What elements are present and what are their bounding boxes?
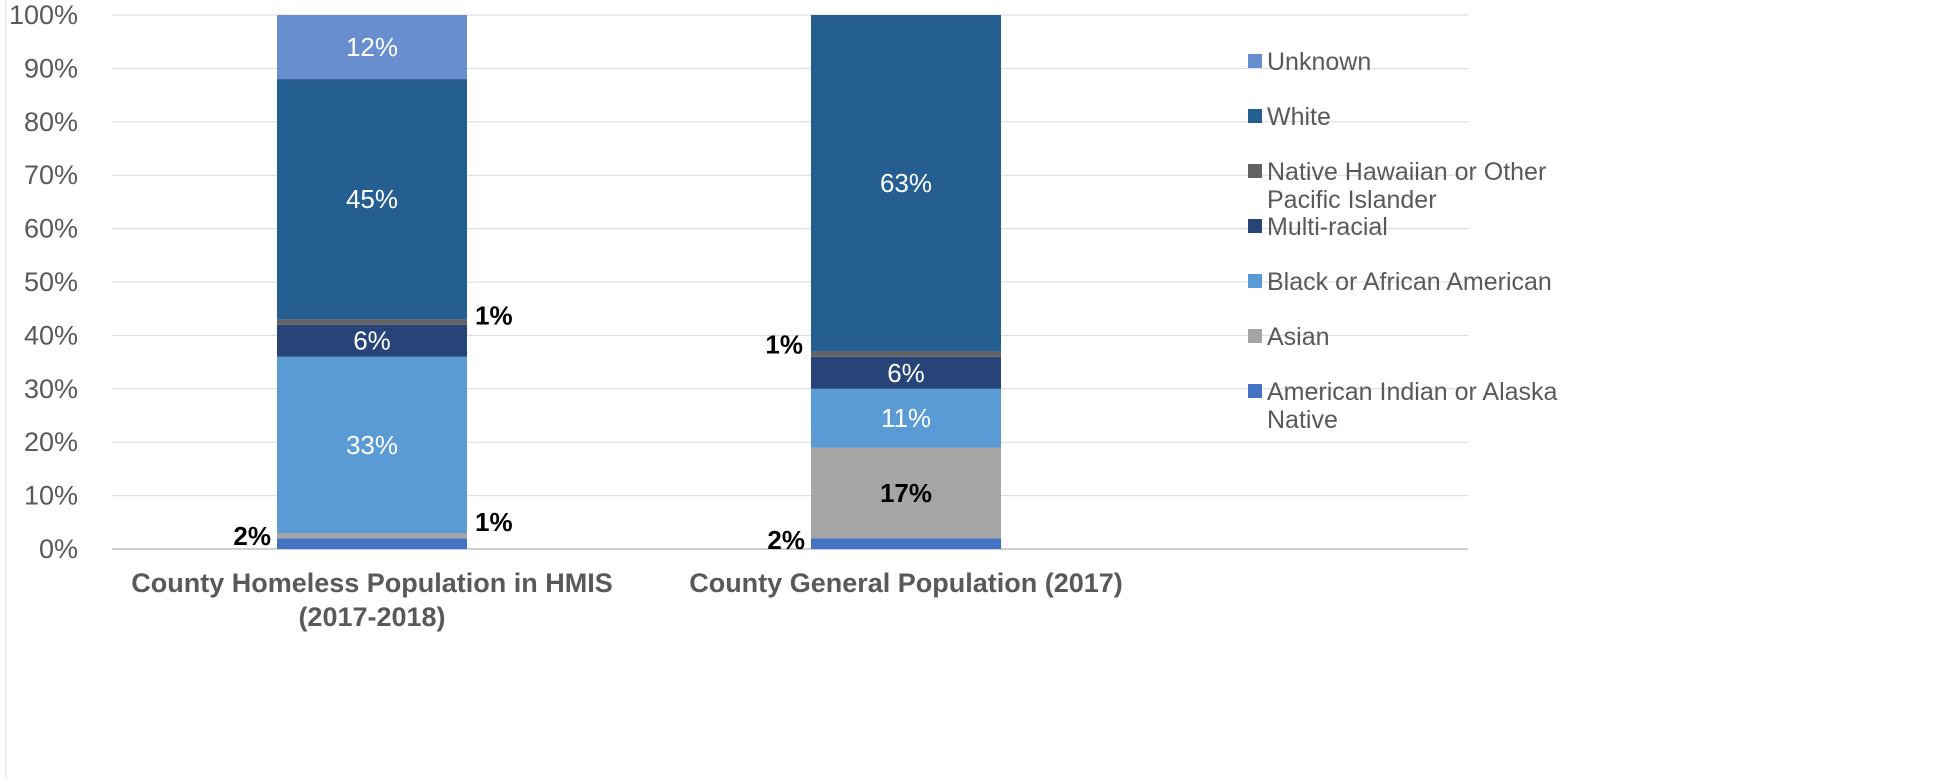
data-label: 2%	[767, 525, 805, 555]
legend-swatch	[1248, 274, 1262, 288]
legend-label: Native	[1267, 406, 1338, 434]
data-label: 1%	[765, 329, 803, 359]
x-category-label: (2017-2018)	[298, 602, 445, 632]
y-tick-label: 90%	[24, 53, 78, 83]
bar-segment	[277, 15, 467, 80]
legend-label: American Indian or Alaska	[1267, 378, 1558, 406]
data-label: 45%	[346, 184, 398, 214]
y-tick-label: 30%	[24, 374, 78, 404]
legend-swatch	[1248, 164, 1262, 178]
data-label: 63%	[880, 168, 932, 198]
legend-label: Unknown	[1267, 48, 1371, 76]
y-tick-label: 40%	[24, 320, 78, 350]
legend: Unknown White Native Hawaiian or OtherPaci…	[1248, 48, 1558, 434]
y-tick-label: 80%	[24, 107, 78, 137]
x-category-label: County General Population (2017)	[689, 568, 1123, 598]
data-label: 1%	[475, 300, 513, 330]
data-label: 12%	[346, 32, 398, 62]
legend-swatch	[1248, 109, 1262, 123]
bar-segment	[277, 79, 467, 320]
legend-label: Pacific Islander	[1267, 186, 1437, 214]
data-label: 1%	[475, 507, 513, 537]
y-axis: 0% 10% 20% 30% 40% 50% 60% 70% 80% 90% 100%	[9, 0, 78, 564]
y-tick-label: 20%	[24, 427, 78, 457]
bar-segment	[811, 356, 1001, 389]
y-tick-label: 70%	[24, 160, 78, 190]
legend-swatch	[1248, 54, 1262, 68]
data-label: 2%	[233, 521, 271, 551]
bars	[277, 15, 1001, 549]
bar-segment	[811, 15, 1001, 352]
legend-label: Black or African American	[1267, 268, 1552, 296]
legend-swatch	[1248, 384, 1262, 398]
legend-label: Asian	[1267, 323, 1330, 351]
bar-segment	[811, 351, 1001, 357]
legend-swatch	[1248, 329, 1262, 343]
legend-label: Multi-racial	[1267, 213, 1388, 241]
legend-swatch	[1248, 219, 1262, 233]
y-tick-label: 100%	[9, 0, 78, 30]
bar-segment	[277, 319, 467, 325]
y-tick-label: 10%	[24, 481, 78, 511]
bar-segment	[811, 447, 1001, 539]
data-label: 11%	[881, 403, 931, 433]
x-category-label: County Homeless Population in HMIS	[131, 568, 613, 598]
bar-segment	[277, 356, 467, 533]
data-label: 6%	[353, 326, 391, 356]
data-label: 6%	[887, 358, 925, 388]
bar-segment	[277, 532, 467, 539]
legend-label: White	[1267, 103, 1331, 131]
bar-segment	[811, 538, 1001, 549]
data-label: 33%	[346, 430, 398, 460]
bar-segment	[277, 538, 467, 549]
bar-segment	[277, 324, 467, 357]
y-tick-label: 0%	[39, 534, 78, 564]
bar-segment	[811, 388, 1001, 448]
y-tick-label: 50%	[24, 267, 78, 297]
x-axis-categories: County Homeless Population in HMIS (2017-…	[131, 568, 1123, 632]
legend-label: Native Hawaiian or Other	[1267, 158, 1546, 186]
data-label: 17%	[880, 478, 932, 508]
data-labels: 2% 1% 33% 6% 1% 45% 12% 2% 17% 11% 6% 1% 63%	[233, 32, 932, 555]
y-tick-label: 60%	[24, 214, 78, 244]
